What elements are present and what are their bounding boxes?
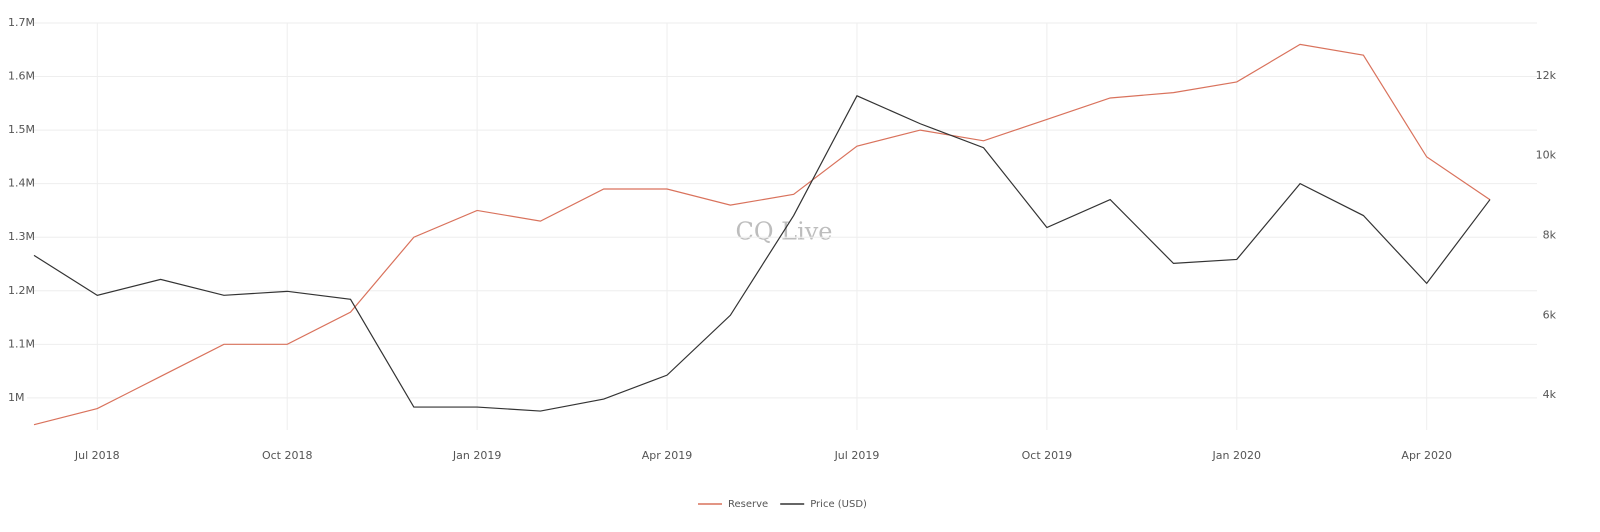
y-tick-label: 1.3M bbox=[8, 230, 35, 243]
y-tick-label: 1.6M bbox=[8, 70, 35, 83]
y-tick-label: 1M bbox=[8, 391, 25, 404]
y2-tick-label: 4k bbox=[1543, 388, 1557, 401]
x-tick-label: Jul 2019 bbox=[834, 449, 880, 462]
y2-tick-label: 8k bbox=[1543, 228, 1557, 241]
x-tick-label: Jan 2019 bbox=[452, 449, 501, 462]
y-tick-label: 1.1M bbox=[8, 337, 35, 350]
y2-tick-label: 10k bbox=[1536, 149, 1557, 162]
x-tick-label: Jul 2018 bbox=[74, 449, 120, 462]
series-line bbox=[33, 95, 1491, 412]
y-tick-label: 1.2M bbox=[8, 284, 35, 297]
x-tick-label: Jan 2020 bbox=[1212, 449, 1261, 462]
x-tick-label: Oct 2019 bbox=[1022, 449, 1073, 462]
x-tick-label: Oct 2018 bbox=[262, 449, 313, 462]
y-tick-label: 1.7M bbox=[8, 16, 35, 29]
y-tick-label: 1.5M bbox=[8, 123, 35, 136]
legend-label: Price (USD) bbox=[810, 499, 867, 510]
y2-tick-label: 6k bbox=[1543, 308, 1557, 321]
y2-tick-label: 12k bbox=[1536, 69, 1557, 82]
x-tick-label: Apr 2020 bbox=[1401, 449, 1452, 462]
x-tick-label: Apr 2019 bbox=[642, 449, 693, 462]
y-tick-label: 1.4M bbox=[8, 177, 35, 190]
legend-label: Reserve bbox=[728, 499, 768, 510]
series-line bbox=[33, 43, 1491, 426]
